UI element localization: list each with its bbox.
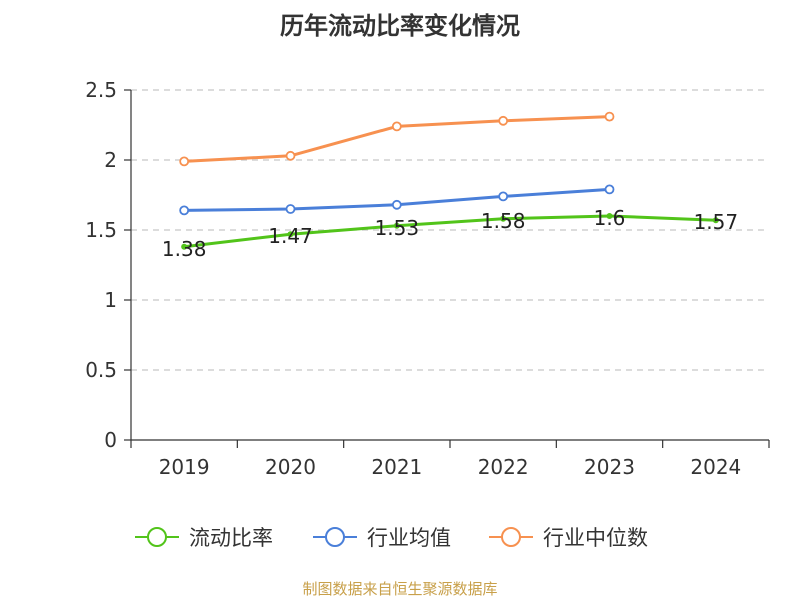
y-tick-label: 1 xyxy=(104,288,117,312)
data-point xyxy=(498,191,509,202)
legend[interactable]: 流动比率 行业均值 行业中位数 xyxy=(135,526,648,550)
data-point xyxy=(500,215,507,222)
data-point xyxy=(391,199,402,210)
data-point xyxy=(285,204,296,214)
x-tick-label: 2020 xyxy=(265,455,316,479)
legend-label: 行业均值 xyxy=(367,526,451,550)
legend-label: 行业中位数 xyxy=(543,526,648,550)
legend-marker xyxy=(325,527,345,547)
x-tick-label: 2019 xyxy=(159,455,210,479)
x-tick-label: 2022 xyxy=(478,455,529,479)
data-label: 1.38 xyxy=(162,237,207,261)
data-point xyxy=(393,222,400,229)
data-source-note: 制图数据来自恒生聚源数据库 xyxy=(302,580,498,598)
data-label: 1.6 xyxy=(594,206,626,230)
data-point xyxy=(179,156,190,167)
x-tick-label: 2021 xyxy=(371,455,422,479)
y-tick-label: 1.5 xyxy=(85,218,117,242)
data-point xyxy=(606,213,613,219)
legend-marker xyxy=(147,527,167,547)
chart-title: 历年流动比率变化情况 xyxy=(280,12,520,40)
data-labels: 1.38 1.47 1.53 1.58 1.6 1.57 xyxy=(162,206,738,261)
axes: 0 0.5 1 1.5 2 2.5 2019 2020 2021 2022 2023 2024 xyxy=(85,78,770,479)
data-point xyxy=(712,217,719,224)
legend-label: 流动比率 xyxy=(189,526,273,550)
data-point xyxy=(498,115,509,126)
data-point xyxy=(604,184,615,195)
y-tick-label: 2 xyxy=(104,148,117,172)
data-point xyxy=(181,243,188,250)
data-point xyxy=(604,111,615,122)
grid-lines xyxy=(131,89,769,371)
data-point xyxy=(285,150,296,161)
legend-marker xyxy=(501,527,521,547)
data-point xyxy=(179,205,190,216)
x-tick-label: 2023 xyxy=(584,455,635,479)
x-tick-label: 2024 xyxy=(690,455,741,479)
series-lines xyxy=(179,111,719,250)
series-line-0 xyxy=(184,214,716,249)
data-point xyxy=(391,121,402,132)
data-label: 1.58 xyxy=(481,209,526,233)
data-point xyxy=(287,231,294,238)
y-tick-label: 2.5 xyxy=(85,78,117,102)
data-label: 1.47 xyxy=(268,224,313,248)
y-tick-label: 0 xyxy=(104,428,117,452)
data-label: 1.57 xyxy=(694,210,739,234)
y-tick-label: 0.5 xyxy=(85,358,117,382)
data-label: 1.53 xyxy=(375,216,420,240)
